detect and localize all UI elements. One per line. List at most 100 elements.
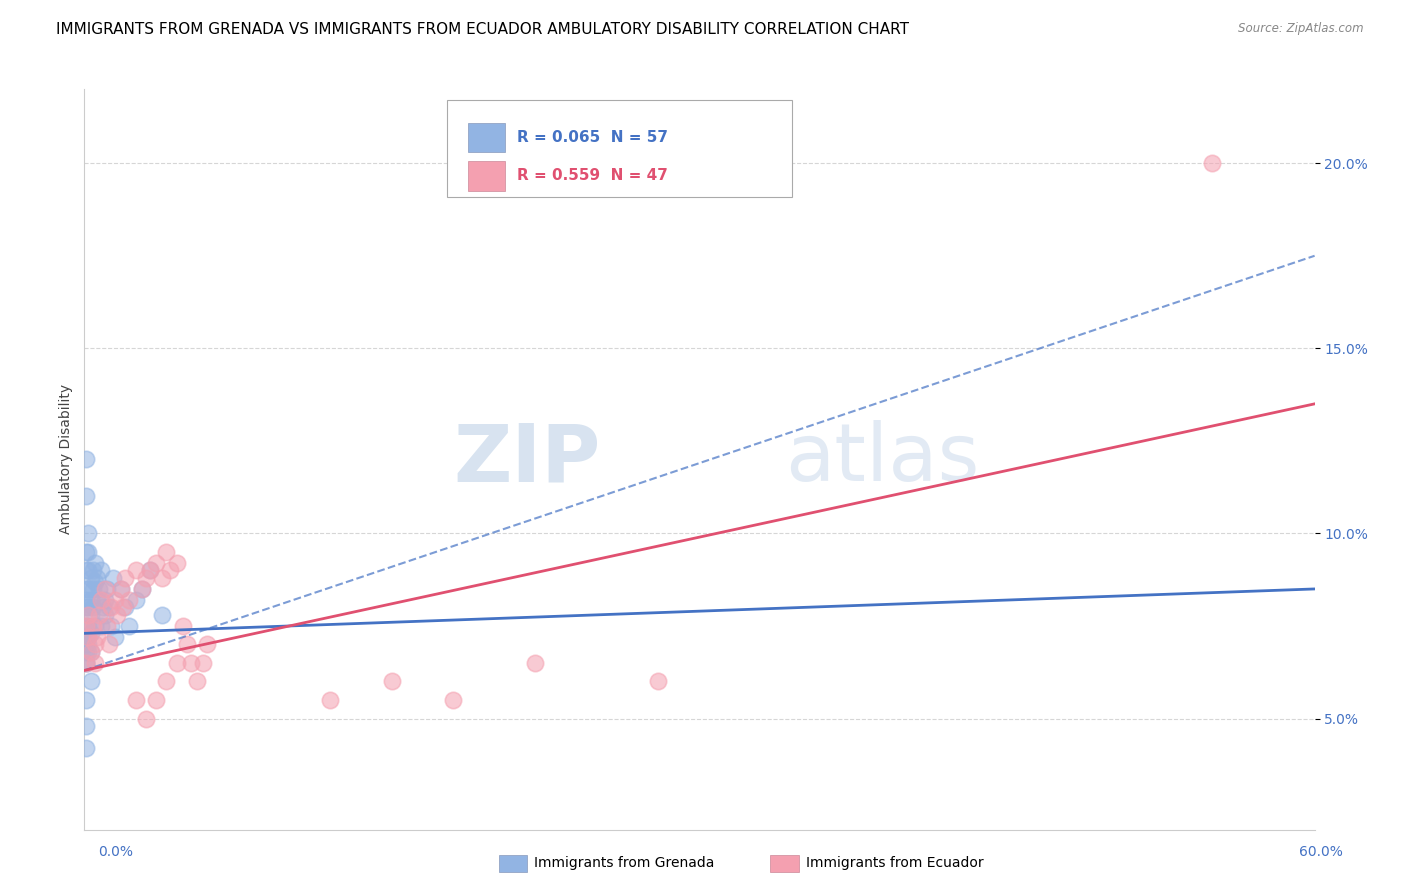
Point [79,645,101,659]
Point [86,630,108,644]
Point [91,600,114,615]
Point [114,600,136,615]
Point [83,574,105,589]
Point [75,693,97,707]
Point [118,619,141,633]
Point [176,637,198,651]
Text: Immigrants from Grenada: Immigrants from Grenada [534,856,714,871]
FancyBboxPatch shape [447,100,792,196]
Point [94,607,117,622]
Point [77,619,100,633]
Point [118,593,141,607]
Text: Source: ZipAtlas.com: Source: ZipAtlas.com [1239,22,1364,36]
Point [180,656,202,670]
Point [139,564,162,578]
Point [443,693,465,707]
Point [83,637,105,651]
Point [79,674,101,689]
Point [150,607,173,622]
Text: R = 0.065  N = 57: R = 0.065 N = 57 [517,130,668,145]
Point [131,582,153,596]
Point [77,645,100,659]
Text: Immigrants from Ecuador: Immigrants from Ecuador [806,856,983,871]
Text: IMMIGRANTS FROM GRENADA VS IMMIGRANTS FROM ECUADOR AMBULATORY DISABILITY CORRELA: IMMIGRANTS FROM GRENADA VS IMMIGRANTS FR… [56,22,910,37]
Point [82,582,104,596]
Point [90,593,112,607]
Point [98,637,120,651]
Point [77,582,100,596]
Point [98,600,120,615]
Point [75,637,97,651]
Point [79,593,101,607]
Point [77,637,100,651]
Point [100,600,122,615]
Point [79,607,101,622]
Point [90,564,112,578]
Point [77,630,100,644]
Point [145,693,167,707]
Point [79,571,101,585]
Point [131,582,153,596]
Point [145,556,167,570]
Point [186,674,208,689]
Point [75,619,97,633]
Point [87,582,110,596]
Text: 60.0%: 60.0% [1299,845,1343,859]
Point [75,645,97,659]
Point [77,607,100,622]
Point [83,556,105,570]
Point [114,571,136,585]
Point [75,630,97,644]
Y-axis label: Ambulatory Disability: Ambulatory Disability [59,384,73,534]
Point [77,545,100,559]
Point [90,619,112,633]
Point [104,593,127,607]
Point [75,545,97,559]
Text: 0.0%: 0.0% [98,845,134,859]
Text: atlas: atlas [786,420,980,499]
Point [166,556,188,570]
Point [101,571,124,585]
Point [83,656,105,670]
Point [166,656,188,670]
Point [155,674,177,689]
Point [150,571,173,585]
Point [86,593,108,607]
Point [135,712,157,726]
Point [105,607,128,622]
Point [112,600,135,615]
Point [82,564,104,578]
Point [647,674,669,689]
Point [77,564,100,578]
Point [524,656,547,670]
Text: R = 0.559  N = 47: R = 0.559 N = 47 [517,169,668,184]
Point [75,719,97,733]
Point [110,582,132,596]
Point [155,545,177,559]
Point [104,630,127,644]
Point [1201,156,1223,170]
Point [75,564,97,578]
Point [77,600,100,615]
Point [319,693,342,707]
Point [94,593,117,607]
Point [75,452,97,467]
Point [82,619,104,633]
Point [172,619,194,633]
Point [87,607,110,622]
Point [124,693,146,707]
Point [75,489,97,503]
Point [197,637,219,651]
FancyBboxPatch shape [468,161,505,191]
Point [75,582,97,596]
Point [75,656,97,670]
Point [96,582,118,596]
Point [79,645,101,659]
Text: ZIP: ZIP [454,420,602,499]
Point [75,656,97,670]
FancyBboxPatch shape [468,123,505,153]
Point [135,571,157,585]
Point [82,600,104,615]
Point [77,630,100,644]
Point [77,526,100,541]
